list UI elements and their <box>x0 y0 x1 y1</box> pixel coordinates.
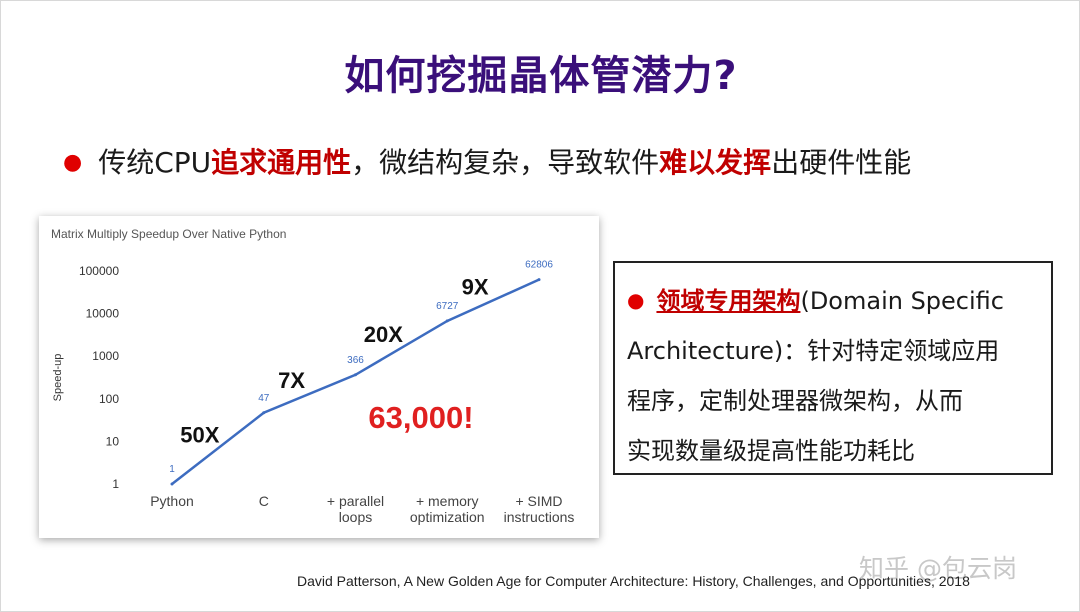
x-tick-label-line: Python <box>150 493 194 509</box>
y-tick-label: 10000 <box>86 307 120 321</box>
dsa-line-2: Architecture)：针对特定领域应用 <box>627 337 1000 365</box>
x-tick-label-line: loops <box>339 509 372 525</box>
dsa-line-1: ● 领域专用架构(Domain Specific <box>627 275 1037 326</box>
x-tick-label: + parallel loops <box>327 493 384 525</box>
data-label: 62806 <box>525 260 553 271</box>
citation: David Patterson, A New Golden Age for Co… <box>297 573 970 589</box>
x-tick-label: Python <box>150 493 194 509</box>
data-label: 47 <box>258 393 270 404</box>
data-point <box>170 482 174 486</box>
data-point <box>354 373 357 377</box>
y-tick-label: 100 <box>99 392 119 406</box>
x-tick-label: + memory optimization <box>410 493 485 525</box>
speedup-chart-card: Matrix Multiply Speedup Over Native Pyth… <box>39 216 599 538</box>
step-speedup-label: 7X <box>278 368 305 393</box>
y-tick-label: 10 <box>106 434 120 448</box>
y-tick-label: 1 <box>112 477 119 491</box>
dsa-line-4: 实现数量级提高性能功耗比 <box>627 437 915 465</box>
step-speedup-label: 50X <box>180 422 219 447</box>
data-label: 6727 <box>436 301 459 312</box>
series-line <box>171 278 540 485</box>
data-point <box>445 319 449 323</box>
step-speedup-label: 9X <box>462 274 489 299</box>
bullet-text-pre: 传统CPU <box>98 146 212 179</box>
bullet-dot-icon: ● <box>627 288 645 312</box>
y-axis-label: Speed-up <box>52 354 64 402</box>
dsa-box: ● 领域专用架构(Domain Specific Architecture)：针对… <box>613 261 1053 475</box>
dsa-highlight: 领域专用架构 <box>656 287 801 315</box>
speedup-chart: Matrix Multiply Speedup Over Native Pyth… <box>51 227 575 525</box>
bullet-highlight-generality: 追求通用性 <box>211 146 352 179</box>
step-speedup-label: 20X <box>364 322 403 347</box>
data-label: 366 <box>347 355 364 366</box>
x-tick-label-line: C <box>259 493 269 509</box>
slide-title: 如何挖掘晶体管潜力? <box>344 53 738 99</box>
chart-title: Matrix Multiply Speedup Over Native Pyth… <box>51 227 286 241</box>
y-tick-label: 1000 <box>92 349 119 363</box>
dsa-line-3: 程序，定制处理器微架构，从而 <box>627 387 963 415</box>
watermark: 知乎 @包云岗 <box>859 554 1017 583</box>
data-point <box>262 411 266 415</box>
bullet-text-post: 出硬件性能 <box>771 146 912 179</box>
data-label: 1 <box>169 464 175 475</box>
y-tick-label: 100000 <box>79 264 119 278</box>
total-speedup-label: 63,000! <box>368 400 473 435</box>
data-point <box>537 278 541 282</box>
x-tick-label: C <box>259 493 269 509</box>
x-tick-label-line: optimization <box>410 509 485 525</box>
bullet-highlight-hard: 难以发挥 <box>659 146 772 179</box>
bullet-cpu: ● 传统CPU追求通用性，微结构复杂，导致软件难以发挥出硬件性能 <box>63 141 1043 181</box>
x-tick-label-line: + SIMD <box>515 493 562 509</box>
dsa-line1-rest: (Domain Specific <box>800 287 1004 315</box>
x-tick-label-line: instructions <box>504 509 575 525</box>
x-tick-label-line: + memory <box>416 493 479 509</box>
x-tick-label-line: + parallel <box>327 493 384 509</box>
x-tick-label: + SIMD instructions <box>504 493 575 525</box>
bullet-text-mid: ，微结构复杂，导致软件 <box>351 146 660 179</box>
bullet-dot-icon: ● <box>63 150 83 175</box>
